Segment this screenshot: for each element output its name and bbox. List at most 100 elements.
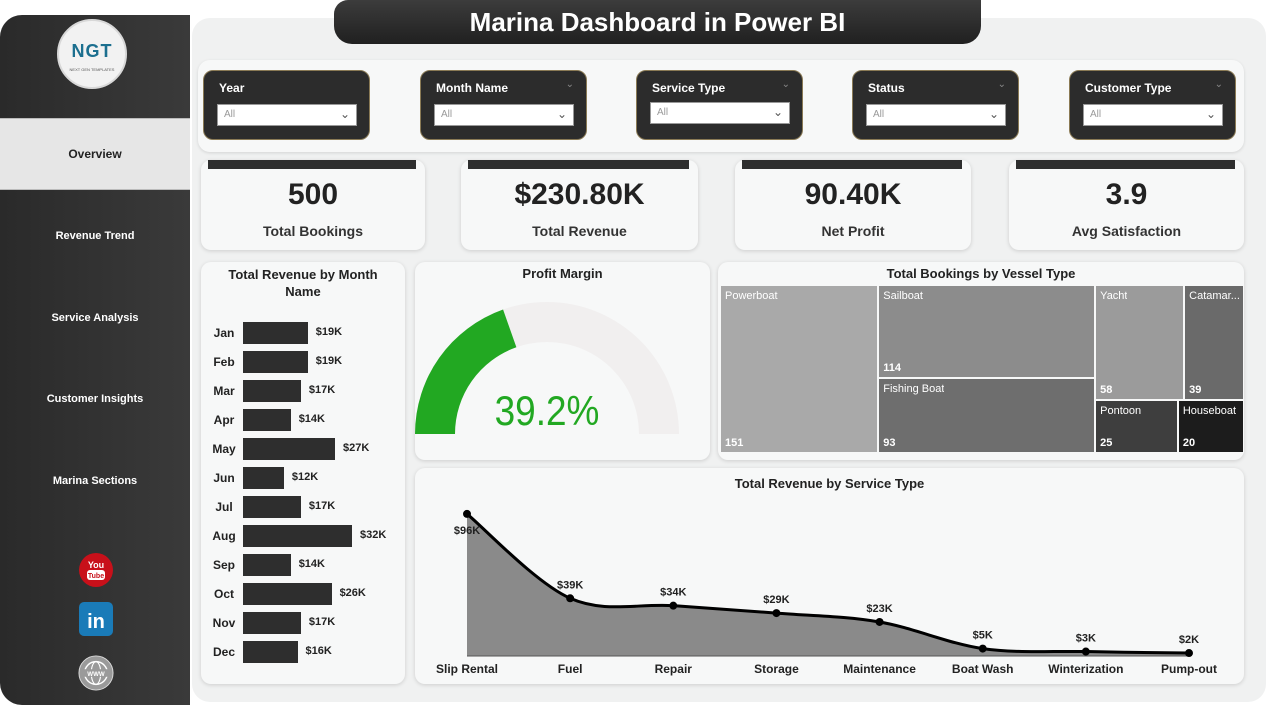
- customer-type-dropdown[interactable]: All ⌄: [1083, 104, 1223, 126]
- slicer-status: Status ⌄ All ⌄: [852, 70, 1019, 140]
- bookings-by-vessel-treemap: Total Bookings by Vessel Type Powerboat 1…: [718, 262, 1244, 460]
- month-row: Sep $14K: [201, 554, 401, 576]
- month-bar[interactable]: [243, 467, 284, 489]
- dropdown-value: All: [873, 109, 885, 120]
- linkedin-icon[interactable]: in: [78, 601, 114, 637]
- treemap-tile[interactable]: Fishing Boat 93: [878, 377, 1096, 453]
- treemap-tile[interactable]: Powerboat 151: [720, 285, 879, 453]
- chevron-down-icon[interactable]: ⌄: [997, 79, 1006, 90]
- month-bar[interactable]: [243, 496, 301, 518]
- slicer-year: Year All ⌄: [203, 70, 370, 140]
- sidebar: NGT NEXT GEN TEMPLATES Overview Revenue …: [0, 15, 190, 705]
- service-type-dropdown[interactable]: All ⌄: [650, 102, 790, 124]
- slicer-label: Year: [219, 81, 245, 95]
- kpi-accent-bar: [1016, 160, 1235, 169]
- chevron-down-icon[interactable]: ⌄: [565, 79, 574, 90]
- chevron-down-icon: ⌄: [772, 105, 783, 119]
- treemap-area: Powerboat 151 Sailboat 114 Fishing Boat 93 Yac…: [720, 285, 1244, 453]
- point-value-label: $96K: [454, 525, 480, 537]
- point-value-label: $2K: [1179, 634, 1199, 646]
- nav-service-analysis[interactable]: Service Analysis: [51, 312, 139, 324]
- month-label: Jun: [213, 471, 235, 485]
- x-tick-label: Storage: [754, 662, 799, 676]
- point-value-label: $23K: [866, 603, 892, 615]
- month-bar[interactable]: [243, 641, 298, 663]
- month-bar[interactable]: [243, 554, 291, 576]
- kpi-label: Total Revenue: [532, 223, 627, 239]
- year-dropdown[interactable]: All ⌄: [217, 104, 357, 126]
- svg-text:WWW: WWW: [87, 671, 105, 678]
- page-title: Marina Dashboard in Power BI: [334, 0, 981, 44]
- kpi-accent-bar: [208, 160, 416, 169]
- tile-name: Pontoon: [1100, 404, 1142, 417]
- treemap-tile[interactable]: Sailboat 114: [878, 285, 1096, 378]
- chevron-down-icon: ⌄: [988, 107, 999, 121]
- kpi-value: 90.40K: [804, 178, 902, 211]
- tile-name: Catamar...: [1189, 290, 1240, 302]
- x-tick-label: Repair: [655, 662, 693, 676]
- point-value-label: $5K: [973, 630, 993, 642]
- nav-customer-insights[interactable]: Customer Insights: [46, 393, 144, 405]
- tile-count: 39: [1189, 383, 1202, 396]
- tile-name: Powerboat: [725, 290, 778, 302]
- month-bar[interactable]: [243, 322, 308, 344]
- chart-title: Profit Margin: [522, 266, 603, 281]
- x-tick-label: Fuel: [558, 662, 583, 676]
- month-row: Jan $19K: [201, 322, 401, 344]
- slicer-label: Status: [868, 81, 905, 95]
- month-row: Jun $12K: [201, 467, 401, 489]
- treemap-tile[interactable]: Houseboat 20: [1177, 399, 1244, 453]
- tile-count: 20: [1182, 436, 1196, 449]
- bar-value-label: $17K: [308, 616, 336, 628]
- nav-overview[interactable]: Overview: [0, 118, 190, 190]
- kpi-total-revenue: $230.80K Total Revenue: [461, 160, 698, 250]
- kpi-label: Net Profit: [821, 223, 885, 239]
- tile-count: 151: [725, 437, 744, 449]
- tile-count: 25: [1100, 436, 1113, 449]
- treemap-tile[interactable]: Catamar... 39: [1184, 285, 1244, 400]
- chart-title: Total Revenue by Month Name: [228, 267, 378, 299]
- month-bar[interactable]: [243, 380, 301, 402]
- month-bar[interactable]: [243, 351, 308, 373]
- month-bar[interactable]: [243, 583, 332, 605]
- month-bar[interactable]: [243, 438, 335, 460]
- data-point: [772, 609, 781, 618]
- bar-value-label: $27K: [342, 442, 370, 454]
- month-label: Oct: [213, 587, 234, 601]
- month-label: Sep: [212, 558, 235, 572]
- slicer-label: Month Name: [436, 81, 508, 95]
- treemap-tile[interactable]: Pontoon 25: [1095, 399, 1178, 453]
- kpi-accent-bar: [742, 160, 962, 169]
- status-dropdown[interactable]: All ⌄: [866, 104, 1006, 126]
- tile-name: Houseboat: [1182, 404, 1237, 417]
- month-row: Feb $19K: [201, 351, 401, 373]
- month-row: Jul $17K: [201, 496, 401, 518]
- tile-name: Sailboat: [883, 290, 923, 302]
- chevron-down-icon[interactable]: ⌄: [781, 79, 790, 90]
- bar-value-label: $12K: [291, 471, 319, 483]
- dropdown-value: All: [441, 109, 453, 120]
- bar-value-label: $17K: [308, 500, 336, 512]
- dropdown-value: All: [224, 109, 236, 120]
- nav-marina-sections[interactable]: Marina Sections: [52, 475, 138, 487]
- month-label: Mar: [213, 384, 235, 398]
- tile-count: 93: [883, 436, 896, 449]
- data-point: [978, 644, 987, 653]
- slicer-customer-type: Customer Type ⌄ All ⌄: [1069, 70, 1236, 140]
- month-label: Jul: [215, 500, 233, 514]
- svg-text:You: You: [88, 560, 104, 570]
- kpi-avg-satisfaction: 3.9 Avg Satisfaction: [1009, 160, 1244, 250]
- chevron-down-icon[interactable]: ⌄: [1214, 79, 1223, 90]
- treemap-tile[interactable]: Yacht 58: [1095, 285, 1185, 400]
- youtube-icon[interactable]: You Tube: [78, 552, 114, 588]
- month-name-dropdown[interactable]: All ⌄: [434, 104, 574, 126]
- month-bar[interactable]: [243, 409, 291, 431]
- chevron-down-icon: ⌄: [556, 107, 567, 121]
- month-bar[interactable]: [243, 612, 301, 634]
- month-row: Nov $17K: [201, 612, 401, 634]
- slicer-month-name: Month Name ⌄ All ⌄: [420, 70, 587, 140]
- nav-revenue-trend[interactable]: Revenue Trend: [55, 230, 135, 242]
- point-value-label: $29K: [763, 594, 789, 606]
- globe-icon[interactable]: WWW: [78, 655, 114, 691]
- month-bar[interactable]: [243, 525, 352, 547]
